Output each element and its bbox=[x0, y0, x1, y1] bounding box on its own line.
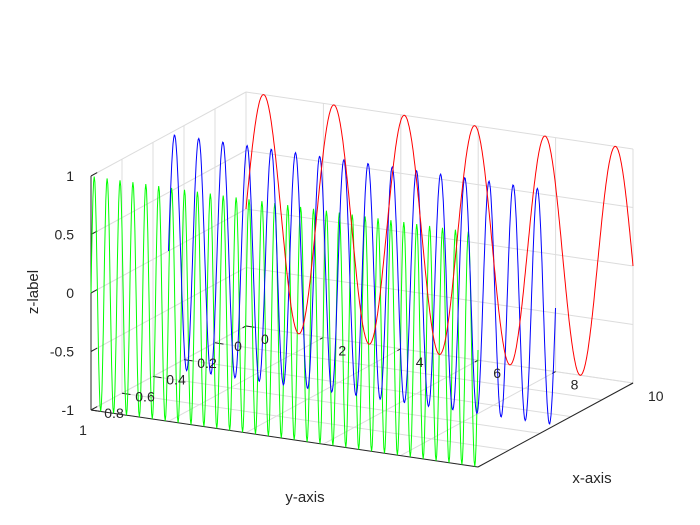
x-axis-line bbox=[477, 382, 634, 468]
series-line-0 bbox=[90, 176, 479, 467]
floor-grid-line bbox=[152, 375, 541, 434]
x-tick-label: 6 bbox=[493, 365, 501, 381]
floor-grid-line bbox=[245, 348, 402, 434]
z-tick-label: -1 bbox=[62, 402, 75, 418]
y-tick-label: 1 bbox=[79, 422, 87, 438]
floor-grid-line bbox=[121, 392, 510, 451]
z-tick-label: 0 bbox=[66, 285, 74, 301]
y-tick-mark bbox=[245, 325, 255, 328]
side-wall-grid-line bbox=[90, 325, 247, 411]
z-tick-mark bbox=[90, 347, 98, 352]
x-tick-label: 8 bbox=[571, 377, 579, 393]
x-tick-label: 0 bbox=[261, 331, 269, 347]
y-tick-mark bbox=[121, 392, 131, 395]
z-tick-label: 0.5 bbox=[55, 227, 75, 243]
series-line-1 bbox=[168, 134, 556, 425]
x-tick-label: 4 bbox=[416, 354, 424, 370]
z-tick-mark bbox=[90, 172, 98, 177]
back-wall-grid-line bbox=[245, 91, 634, 150]
y-tick-label: 0 bbox=[234, 338, 242, 354]
x-tick-label: 2 bbox=[338, 342, 346, 358]
z-tick-mark bbox=[90, 406, 98, 411]
z-tick-label: -0.5 bbox=[50, 344, 74, 360]
floor-grid-line bbox=[183, 359, 572, 418]
x-tick-label: 10 bbox=[648, 388, 664, 404]
z-axis-label: z-label bbox=[25, 270, 42, 314]
y-axis-label: y-axis bbox=[285, 489, 324, 506]
y-tick-label: 0.4 bbox=[166, 372, 186, 388]
z-tick-mark bbox=[90, 289, 98, 294]
floor-grid-line bbox=[400, 371, 556, 457]
y-tick-mark bbox=[90, 409, 100, 412]
y-tick-label: 0.2 bbox=[197, 355, 217, 371]
series-line-2 bbox=[245, 94, 634, 376]
x-axis-label: x-axis bbox=[572, 470, 611, 487]
y-axis-line bbox=[90, 409, 479, 468]
back-wall-grid-line bbox=[245, 208, 634, 267]
floor-grid-line bbox=[322, 359, 479, 445]
z-tick-label: 1 bbox=[66, 168, 74, 184]
y-tick-label: 0.8 bbox=[104, 405, 124, 421]
x-tick-mark bbox=[629, 382, 634, 386]
floor-grid-line bbox=[214, 342, 603, 401]
floor-grid-line bbox=[168, 336, 324, 422]
plot-area bbox=[90, 94, 634, 467]
side-wall-grid-line bbox=[90, 91, 247, 177]
y-tick-label: 0.6 bbox=[135, 388, 155, 404]
